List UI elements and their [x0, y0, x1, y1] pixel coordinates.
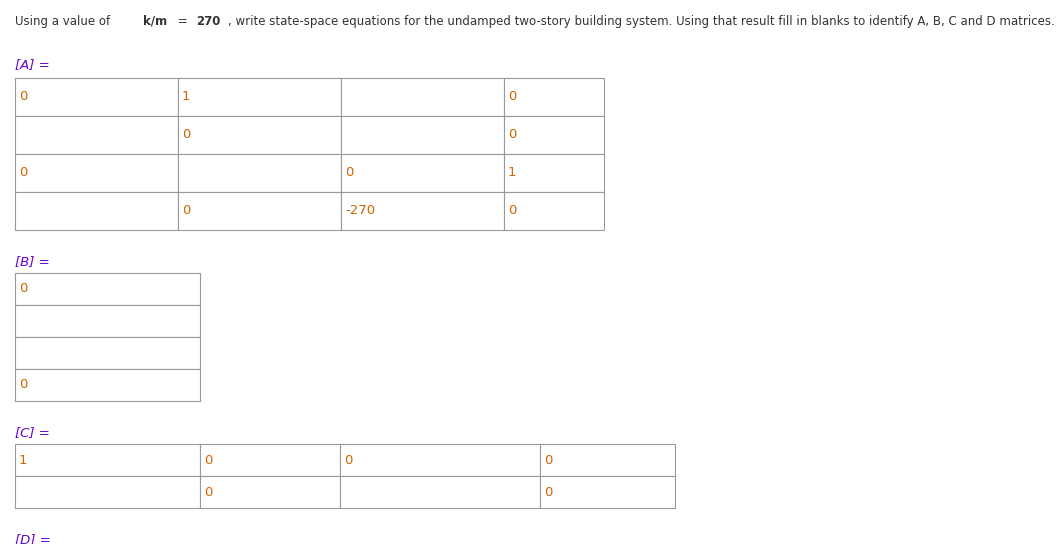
Bar: [15, 337, 200, 369]
Bar: [504, 116, 604, 154]
Bar: [15, 273, 200, 305]
Bar: [540, 476, 675, 508]
Bar: [178, 116, 341, 154]
Text: 0: 0: [19, 379, 28, 392]
Text: [B] =: [B] =: [15, 255, 50, 268]
Bar: [178, 78, 341, 116]
Bar: [341, 116, 504, 154]
Text: 0: 0: [19, 166, 28, 180]
Text: =: =: [173, 15, 191, 28]
Text: 0: 0: [544, 454, 553, 467]
Bar: [15, 369, 200, 401]
Bar: [340, 444, 540, 476]
Text: 0: 0: [19, 90, 28, 103]
Text: 1: 1: [182, 90, 190, 103]
Text: k/m: k/m: [142, 15, 167, 28]
Text: [D] =: [D] =: [15, 533, 51, 544]
Text: [C] =: [C] =: [15, 426, 50, 439]
Bar: [504, 78, 604, 116]
Text: 0: 0: [204, 454, 213, 467]
Bar: [15, 78, 178, 116]
Text: 0: 0: [508, 90, 517, 103]
Text: [A] =: [A] =: [15, 58, 50, 71]
Bar: [15, 476, 200, 508]
Bar: [340, 476, 540, 508]
Text: 1: 1: [19, 454, 28, 467]
Text: 0: 0: [344, 454, 352, 467]
Text: 0: 0: [508, 128, 517, 141]
Bar: [178, 154, 341, 192]
Bar: [341, 78, 504, 116]
Bar: [15, 192, 178, 230]
Bar: [341, 192, 504, 230]
Bar: [341, 154, 504, 192]
Text: , write state-space equations for the undamped two-story building system. Using : , write state-space equations for the un…: [227, 15, 1054, 28]
Bar: [178, 192, 341, 230]
Text: 0: 0: [508, 205, 517, 218]
Bar: [15, 154, 178, 192]
Text: 0: 0: [204, 485, 213, 498]
Text: 0: 0: [182, 128, 190, 141]
Text: 0: 0: [544, 485, 553, 498]
Bar: [200, 444, 340, 476]
Bar: [200, 476, 340, 508]
Text: 0: 0: [345, 166, 353, 180]
Bar: [504, 192, 604, 230]
Text: Using a value of: Using a value of: [15, 15, 114, 28]
Text: 270: 270: [197, 15, 220, 28]
Text: 0: 0: [19, 282, 28, 295]
Bar: [15, 305, 200, 337]
Bar: [540, 444, 675, 476]
Text: 0: 0: [182, 205, 190, 218]
Bar: [15, 444, 200, 476]
Bar: [15, 116, 178, 154]
Text: 1: 1: [508, 166, 517, 180]
Text: -270: -270: [345, 205, 375, 218]
Bar: [504, 154, 604, 192]
